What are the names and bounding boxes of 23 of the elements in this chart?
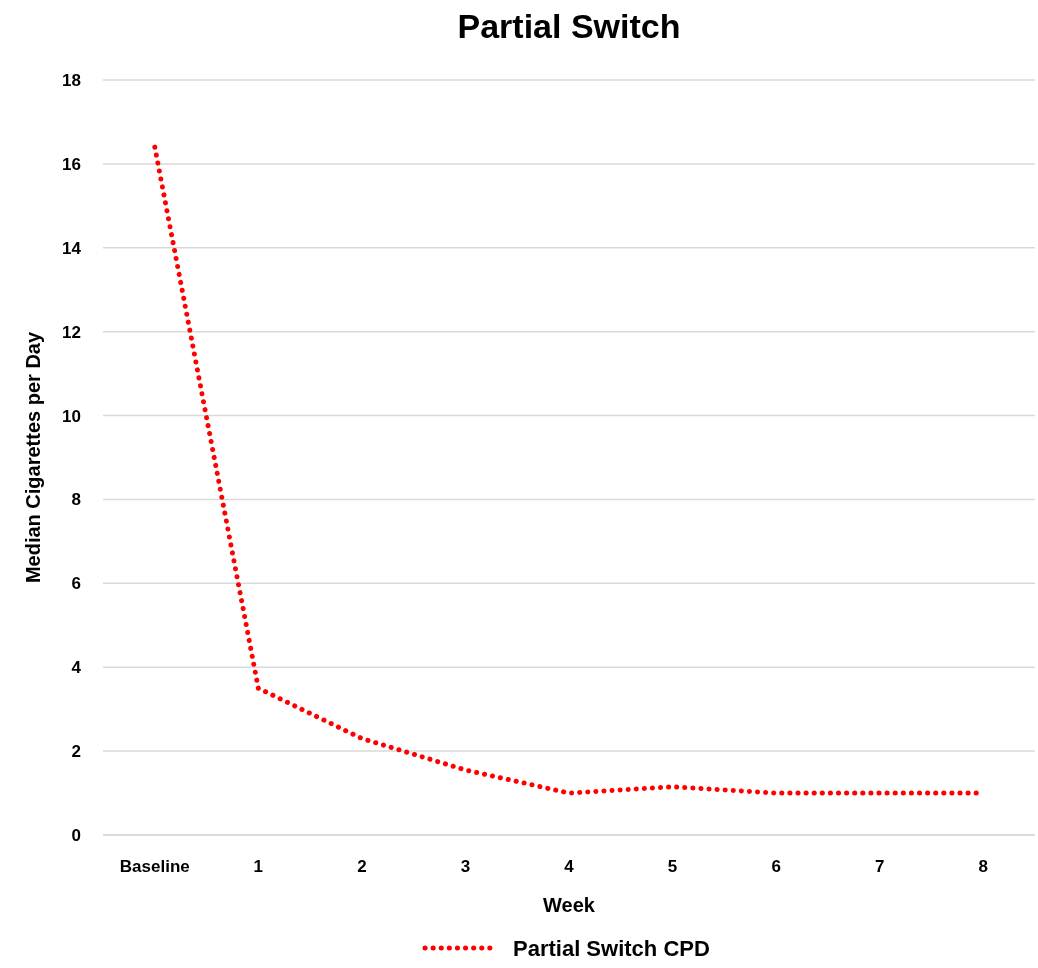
y-tick-label: 0 xyxy=(71,825,81,845)
y-tick-label: 4 xyxy=(71,658,82,678)
x-tick-label: 8 xyxy=(978,857,988,876)
x-tick-label: 1 xyxy=(253,857,264,876)
x-tick-label: 3 xyxy=(460,857,471,876)
legend-label: Partial Switch CPD xyxy=(513,935,710,961)
x-tick-label: 6 xyxy=(771,857,781,876)
y-tick-label: 16 xyxy=(62,154,81,174)
x-axis-title: Week xyxy=(543,894,596,916)
y-tick-label: 2 xyxy=(71,742,81,762)
y-tick-label: 8 xyxy=(71,490,81,510)
y-axis-title: Median Cigarettes per Day xyxy=(22,331,44,584)
x-tick-label: 4 xyxy=(564,857,575,876)
x-tick-label: 2 xyxy=(357,857,367,876)
y-tick-label: 12 xyxy=(62,322,81,342)
chart-title: Partial Switch xyxy=(457,7,681,45)
x-tick-label: Baseline xyxy=(119,857,190,876)
y-tick-label: 18 xyxy=(62,70,81,90)
x-tick-label: 7 xyxy=(874,857,885,876)
y-tick-label: 10 xyxy=(62,406,81,426)
y-tick-label: 14 xyxy=(62,238,82,258)
x-tick-label: 5 xyxy=(667,857,678,876)
y-tick-label: 6 xyxy=(71,574,81,594)
